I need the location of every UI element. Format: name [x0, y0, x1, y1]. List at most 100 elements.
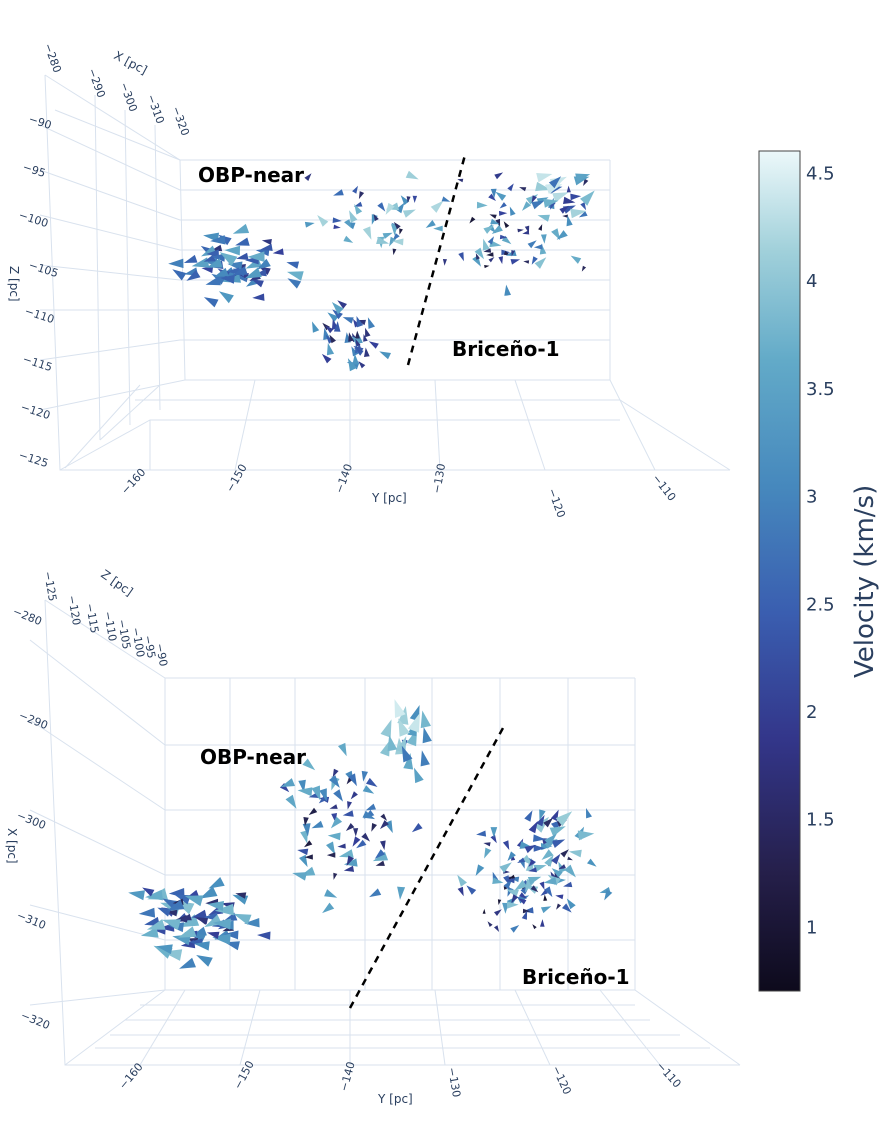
velocity-cone	[534, 257, 547, 269]
velocity-cone	[199, 886, 218, 899]
velocity-cone	[528, 867, 537, 873]
top-z-tick: −125	[17, 448, 50, 470]
velocity-cone	[365, 327, 371, 338]
velocity-cone	[232, 266, 248, 276]
velocity-cone	[514, 879, 528, 891]
velocity-cone	[195, 917, 209, 925]
velocity-cone	[543, 894, 548, 901]
velocity-cone	[205, 276, 221, 286]
bottom-z-tick: −105	[115, 618, 133, 650]
velocity-cone	[563, 196, 576, 204]
velocity-cone	[412, 195, 418, 203]
velocity-cone	[422, 727, 432, 744]
velocity-cone	[469, 216, 476, 224]
top-z-axis: −90 −95 −100 −105 −110 −115 −120 −125 Z …	[7, 112, 60, 470]
velocity-cone	[527, 240, 537, 249]
velocity-cone	[380, 739, 391, 757]
velocity-cone	[252, 293, 265, 301]
velocity-cone	[342, 810, 354, 817]
velocity-cone	[476, 201, 488, 209]
colorbar-tick-label: 4.5	[806, 164, 835, 185]
velocity-cone	[191, 909, 207, 919]
velocity-cone	[210, 235, 226, 245]
bottom-y-axis-title: Y [pc]	[377, 1092, 413, 1106]
velocity-cone	[191, 257, 210, 268]
bottom-separator-line	[348, 727, 505, 1009]
velocity-cone	[364, 347, 370, 357]
velocity-cone	[563, 881, 573, 888]
velocity-cone	[488, 193, 496, 201]
velocity-cone	[497, 899, 502, 905]
velocity-cone	[483, 842, 491, 847]
velocity-cone	[494, 909, 502, 916]
velocity-cone	[145, 889, 163, 901]
velocity-cone	[319, 788, 327, 802]
velocity-cone	[356, 316, 364, 328]
velocity-cone	[411, 823, 423, 833]
velocity-cone	[503, 879, 512, 890]
velocity-cone	[508, 874, 516, 879]
top-z-tick: −95	[21, 160, 47, 180]
velocity-cone	[530, 885, 539, 893]
velocity-cone	[244, 918, 260, 928]
velocity-cone	[343, 235, 354, 243]
velocity-cone	[157, 907, 172, 917]
velocity-cone	[304, 173, 312, 181]
velocity-cone	[524, 844, 537, 854]
velocity-cone	[578, 211, 588, 218]
velocity-cone	[535, 181, 551, 192]
velocity-cone	[358, 361, 366, 369]
velocity-cone	[430, 200, 444, 213]
velocity-cone	[362, 785, 375, 794]
velocity-cone	[146, 919, 166, 930]
velocity-cone	[347, 358, 357, 372]
velocity-cone	[375, 860, 385, 866]
bottom-x-tick: −310	[15, 909, 48, 932]
velocity-cone	[333, 872, 338, 880]
bottom-z-tick: −115	[83, 602, 101, 634]
velocity-cone	[507, 851, 516, 862]
bottom-z-tick: −100	[129, 626, 147, 658]
velocity-cone	[581, 265, 587, 272]
velocity-cone	[300, 830, 308, 844]
velocity-cone	[483, 225, 495, 234]
velocity-cone	[433, 225, 443, 232]
velocity-cone	[352, 836, 361, 847]
velocity-cone	[350, 791, 358, 800]
velocity-cone	[499, 862, 512, 873]
velocity-cone	[566, 898, 576, 910]
velocity-cone	[362, 810, 376, 820]
velocity-cone	[489, 214, 497, 219]
velocity-cone	[303, 817, 309, 827]
velocity-cone	[280, 778, 295, 788]
velocity-cone	[498, 256, 503, 265]
velocity-cone	[208, 877, 225, 889]
velocity-cone	[333, 789, 343, 802]
top-y-tick: −150	[223, 462, 249, 495]
velocity-cone	[214, 267, 229, 277]
velocity-cone	[362, 226, 372, 240]
velocity-cone	[330, 816, 343, 829]
velocity-cone	[302, 823, 311, 837]
velocity-cone	[366, 777, 378, 787]
velocity-cone	[517, 857, 526, 863]
velocity-cone	[308, 807, 318, 816]
bottom-label-obp-near: OBP-near	[200, 745, 306, 769]
panel-top: −280 −290 −300 −310 −320 X [pc] −90 −95 …	[7, 42, 731, 519]
velocity-cone	[560, 849, 569, 858]
velocity-cone	[540, 919, 545, 927]
velocity-cone	[365, 803, 376, 811]
velocity-cone	[297, 848, 309, 856]
velocity-cone	[272, 248, 284, 255]
velocity-cone	[180, 913, 192, 921]
velocity-cone	[352, 353, 360, 365]
colorbar-title: Velocity (km/s)	[850, 485, 880, 678]
velocity-cone	[172, 269, 187, 281]
bottom-y-tick: −110	[654, 1059, 684, 1090]
velocity-cone	[548, 176, 562, 189]
velocity-cone	[356, 839, 367, 849]
velocity-cone	[337, 843, 346, 849]
velocity-cone	[138, 907, 156, 918]
velocity-cone	[552, 192, 569, 203]
